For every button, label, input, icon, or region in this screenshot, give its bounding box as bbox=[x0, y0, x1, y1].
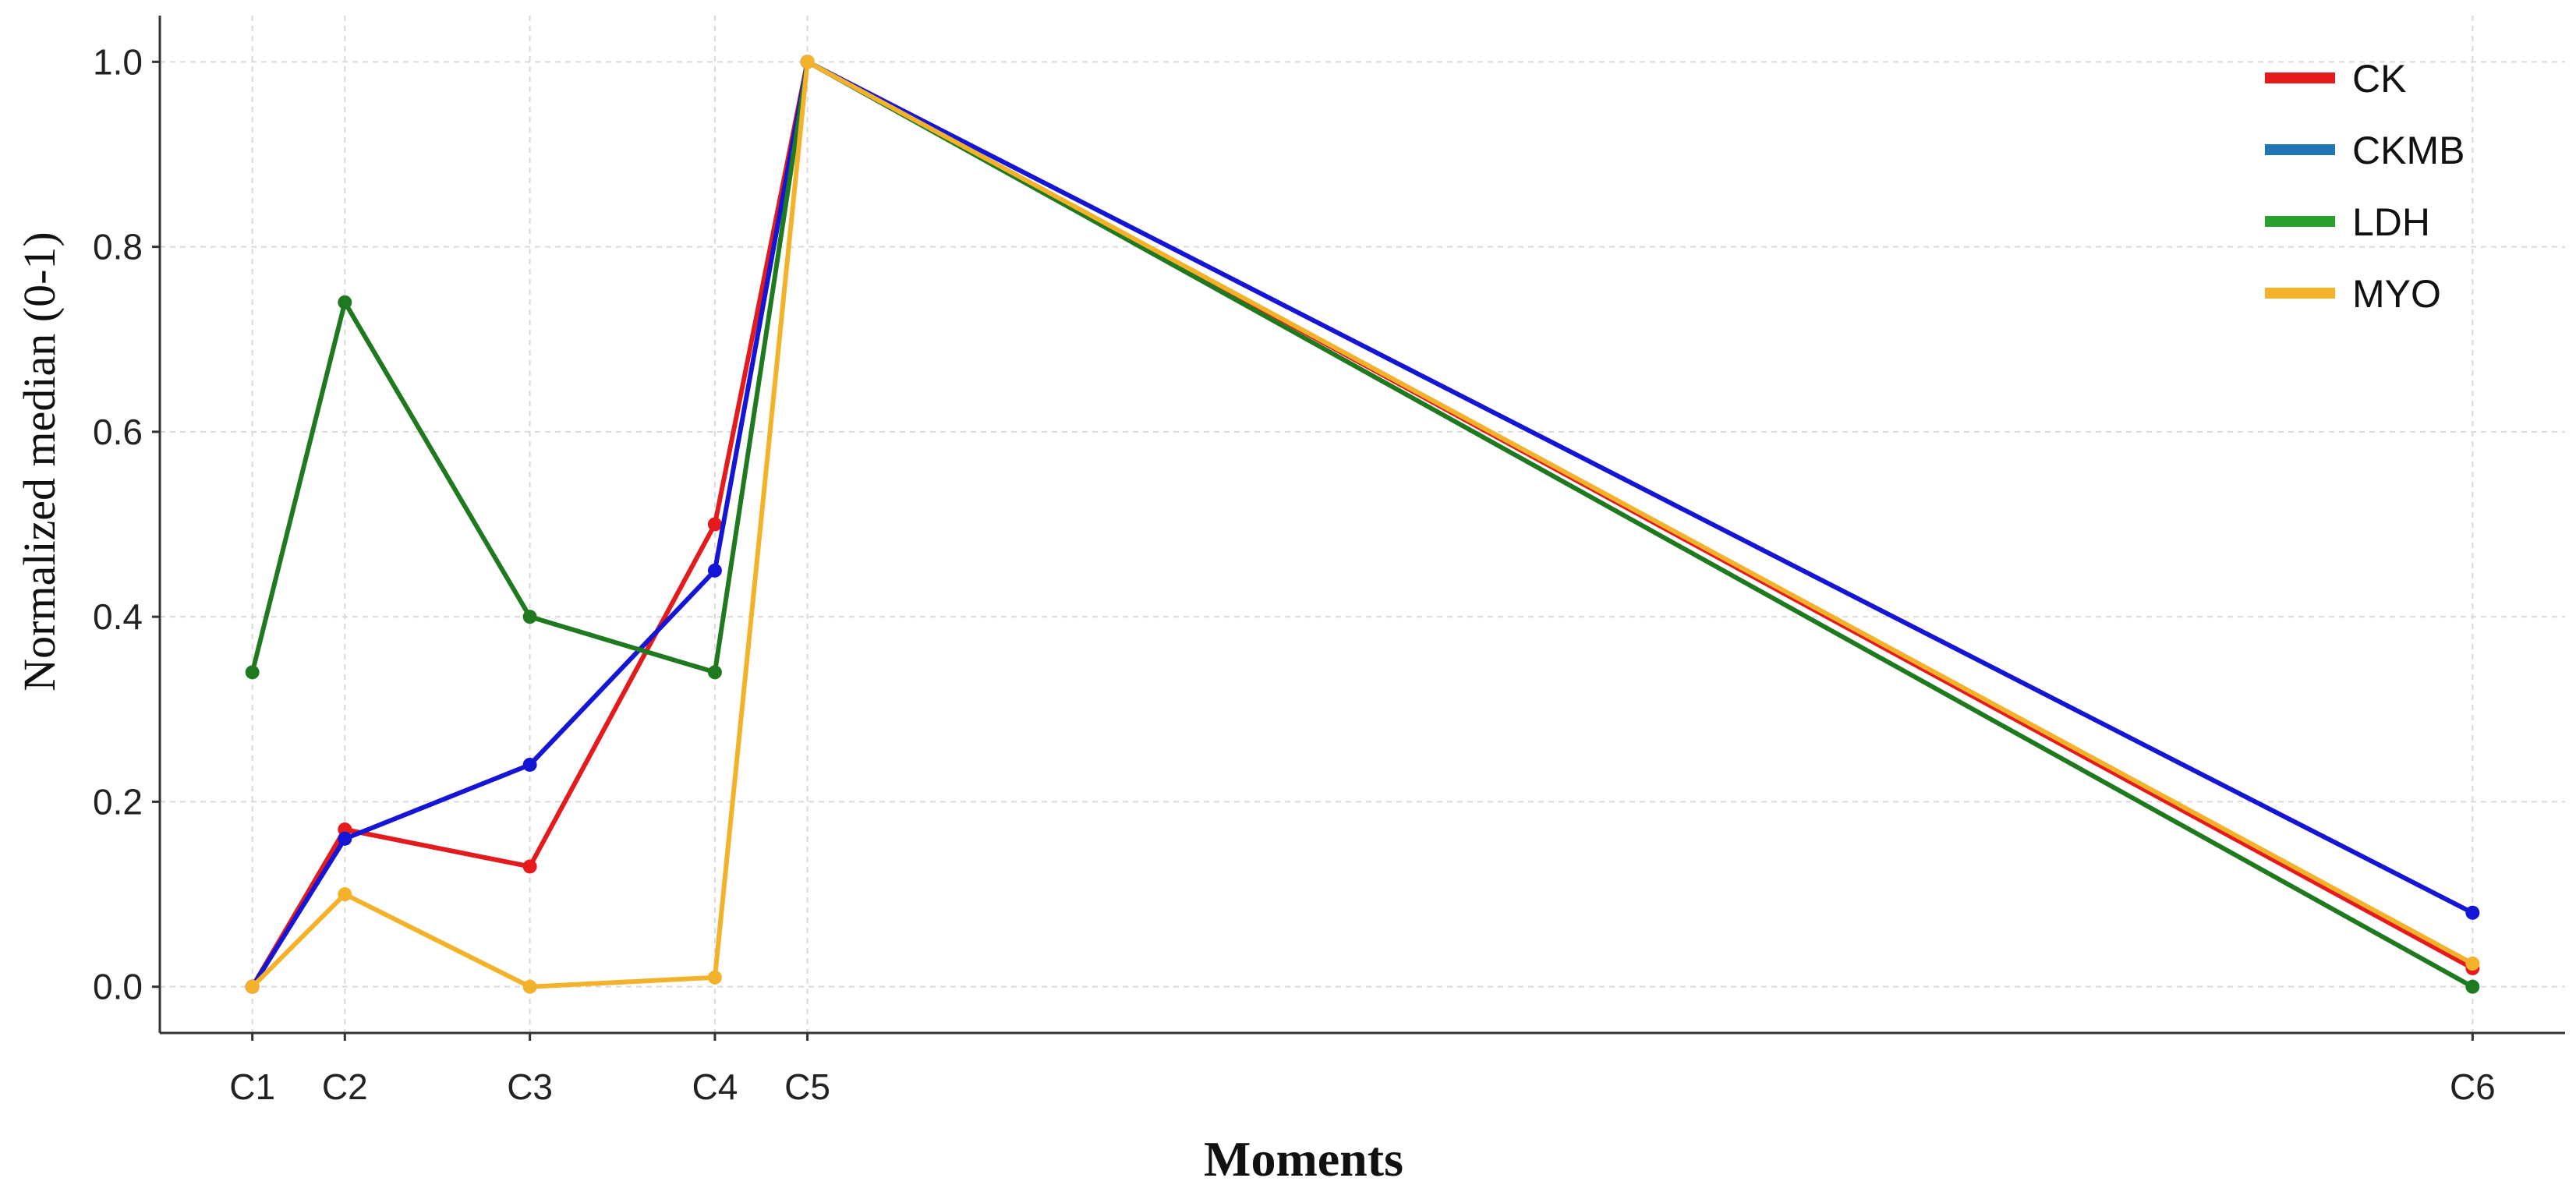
y-tick-label: 1.0 bbox=[93, 41, 143, 82]
legend: CK CKMB LDH MYO bbox=[2265, 57, 2465, 316]
data-point-myo bbox=[707, 970, 722, 985]
data-point-myo bbox=[338, 887, 352, 902]
data-point-ldh bbox=[522, 610, 537, 624]
legend-label-myo: MYO bbox=[2352, 272, 2441, 316]
x-tick-label: C2 bbox=[322, 1066, 368, 1107]
data-point-myo bbox=[2465, 957, 2480, 971]
legend-item-ck: CK bbox=[2265, 57, 2406, 101]
data-point-ldh bbox=[245, 665, 260, 680]
series-ldh bbox=[245, 55, 2480, 994]
y-tick-label: 0.4 bbox=[93, 596, 143, 637]
data-point-myo bbox=[522, 979, 537, 994]
data-point-ldh bbox=[338, 295, 352, 309]
data-point-ck bbox=[707, 517, 722, 532]
data-point-myo bbox=[245, 979, 260, 994]
y-axis-label: Normalized median (0-1) bbox=[14, 232, 65, 691]
series-ckmb bbox=[245, 55, 2480, 994]
x-axis-label: Moments bbox=[1204, 1131, 1403, 1187]
series-line-ck bbox=[250, 59, 2474, 989]
y-tick-label: 0.0 bbox=[93, 967, 143, 1007]
series-myo bbox=[245, 55, 2480, 994]
series-ck bbox=[245, 55, 2480, 994]
data-point-myo bbox=[800, 55, 815, 69]
legend-item-ldh: LDH bbox=[2265, 200, 2430, 244]
x-tick-label: C5 bbox=[784, 1066, 830, 1107]
data-point-ckmb bbox=[2465, 905, 2480, 920]
y-tick-label: 0.6 bbox=[93, 412, 143, 452]
axes-layer: 0.0 0.2 0.4 0.6 0.8 1.0 C1 C2 C3 C4 C5 C6 bbox=[93, 16, 2565, 1107]
legend-label-ldh: LDH bbox=[2352, 200, 2430, 244]
legend-item-myo: MYO bbox=[2265, 272, 2441, 316]
y-tick-label: 0.8 bbox=[93, 227, 143, 267]
legend-label-ck: CK bbox=[2352, 57, 2406, 101]
data-point-ldh bbox=[707, 665, 722, 680]
data-point-ckmb bbox=[338, 831, 352, 846]
data-point-ck bbox=[522, 859, 537, 874]
series-layer bbox=[245, 55, 2480, 994]
grid-layer bbox=[160, 16, 2565, 1033]
legend-item-ckmb: CKMB bbox=[2265, 129, 2465, 172]
x-tick-label: C6 bbox=[2450, 1066, 2496, 1107]
data-point-ldh bbox=[2465, 979, 2480, 994]
data-point-ckmb bbox=[522, 757, 537, 772]
legend-label-ckmb: CKMB bbox=[2352, 129, 2465, 172]
x-tick-label: C4 bbox=[692, 1066, 738, 1107]
data-point-ckmb bbox=[707, 563, 722, 578]
series-line-ldh bbox=[249, 59, 2474, 989]
y-tick-label: 0.2 bbox=[93, 781, 143, 822]
series-line-ckmb bbox=[250, 59, 2474, 989]
series-line-myo bbox=[250, 59, 2474, 989]
x-tick-label: C1 bbox=[229, 1066, 275, 1107]
x-tick-label: C3 bbox=[507, 1066, 553, 1107]
